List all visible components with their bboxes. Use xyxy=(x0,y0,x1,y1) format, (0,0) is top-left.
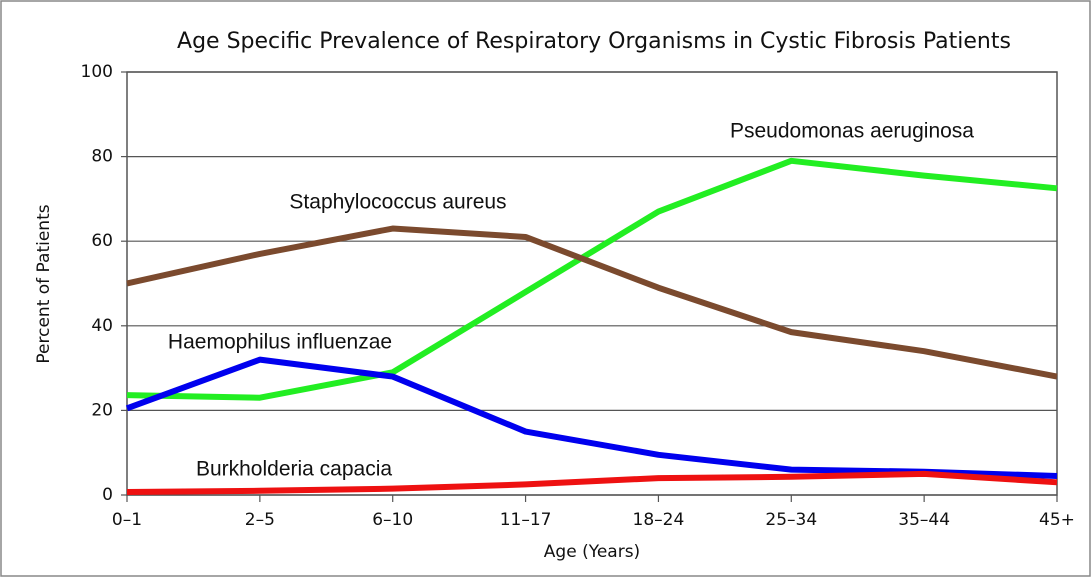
series-line xyxy=(126,470,1058,496)
y-tick-label: 60 xyxy=(91,231,113,251)
series-label: Burkholderia capacia xyxy=(196,458,392,481)
x-axis-label: Age (Years) xyxy=(544,542,640,562)
x-tick-label: 25–34 xyxy=(765,510,817,530)
x-tick-label: 11–17 xyxy=(500,510,552,530)
y-tick-label: 0 xyxy=(102,485,113,505)
y-tick-label: 100 xyxy=(81,62,113,82)
series-label: Staphylococcus aureus xyxy=(289,191,506,214)
x-tick-label: 45+ xyxy=(1039,510,1075,530)
series-label: Pseudomonas aeruginosa xyxy=(730,120,974,143)
y-tick-label: 40 xyxy=(91,316,113,336)
x-tick-label: 2–5 xyxy=(245,510,275,530)
y-axis-label: Percent of Patients xyxy=(34,204,54,363)
chart-title: Age Specific Prevalence of Respiratory O… xyxy=(177,29,1011,54)
y-tick-label: 20 xyxy=(91,400,113,420)
series-line xyxy=(126,225,1058,380)
x-tick-label: 18–24 xyxy=(633,510,685,530)
x-tick-label: 0–1 xyxy=(112,510,142,530)
series-label: Haemophilus influenzae xyxy=(168,331,392,354)
x-tick-label: 6–10 xyxy=(372,510,413,530)
x-tick-label: 35–44 xyxy=(898,510,950,530)
y-tick-label: 80 xyxy=(91,147,113,167)
series-line xyxy=(126,157,1058,401)
